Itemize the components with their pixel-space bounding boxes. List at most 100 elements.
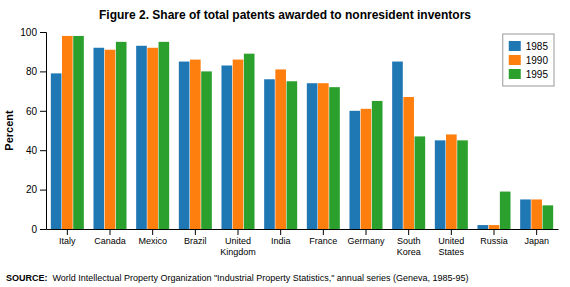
y-tick: 20 [26, 184, 46, 195]
bar [287, 81, 298, 229]
x-tick-label: UnitedKingdom [220, 236, 256, 256]
y-tick-label: 80 [26, 66, 38, 77]
bar [136, 46, 147, 229]
chart: Figure 2. Share of total patents awarded… [0, 0, 570, 287]
legend-swatch [509, 55, 521, 65]
bar [361, 109, 372, 229]
x-tick-label-line: United [438, 236, 464, 246]
bar [147, 48, 158, 229]
x-tick-mark [152, 229, 153, 235]
bar [392, 62, 403, 229]
x-tick-label-line: Korea [397, 247, 421, 257]
bar [477, 225, 488, 229]
x-tick-label: UnitedStates [438, 236, 464, 256]
annotations: SOURCE:World Intellectual Property Organ… [6, 273, 468, 283]
x-axis-line [47, 229, 559, 230]
bar [93, 48, 104, 229]
plot: 020406080100ItalyCanadaMexicoBrazilUnite… [20, 27, 558, 257]
bar [51, 73, 62, 229]
x-tick-label: France [309, 236, 337, 246]
bar [457, 140, 468, 229]
y-tick: 0 [31, 224, 46, 235]
x-tick-mark [67, 229, 68, 235]
y-tick-label: 0 [31, 224, 37, 235]
bar [531, 199, 542, 229]
x-tick-label: SouthKorea [397, 236, 421, 256]
bar [415, 136, 426, 229]
bar [233, 60, 244, 229]
legend-label: 1995 [526, 69, 549, 80]
bar [73, 36, 84, 229]
x-tick-mark [110, 229, 111, 235]
x-tick-mark [408, 229, 409, 235]
x-tick: SouthKorea [397, 229, 421, 257]
x-tick-label-line: Kingdom [220, 247, 256, 257]
legend: 198519901995 [503, 34, 554, 86]
x-tick-label: Germany [347, 236, 385, 246]
x-tick-label: Brazil [184, 236, 207, 246]
y-tick-mark [40, 190, 46, 191]
x-tick: Russia [480, 229, 508, 246]
y-tick: 80 [26, 66, 46, 77]
bar [264, 79, 275, 229]
bar-series [62, 36, 542, 229]
x-tick-mark [280, 229, 281, 235]
x-tick-label-line: Brazil [184, 236, 207, 246]
y-tick-label: 20 [26, 184, 38, 195]
x-tick-label-line: Russia [480, 236, 508, 246]
y-tick-label: 60 [26, 106, 38, 117]
bar [275, 69, 286, 229]
y-tick-mark [40, 32, 46, 33]
y-tick-mark [40, 229, 46, 230]
bar [435, 140, 446, 229]
x-tick-label: Russia [480, 236, 508, 246]
x-tick-label-line: States [439, 247, 465, 257]
x-tick-label: Italy [59, 236, 76, 246]
y-axis-title: Percent [3, 110, 15, 151]
title: Figure 2. Share of total patents awarded… [99, 8, 471, 22]
y-tick-mark [40, 111, 46, 112]
legend-item: 1990 [509, 55, 549, 66]
bar [244, 54, 255, 229]
x-tick-label-line: Germany [347, 236, 385, 246]
x-tick-mark [536, 229, 537, 235]
x-tick-label-line: South [397, 236, 421, 246]
x-tick-label: Mexico [138, 236, 167, 246]
bar [500, 192, 511, 229]
bar [179, 62, 190, 229]
x-tick: Germany [347, 229, 385, 246]
x-tick-mark [238, 229, 239, 235]
x-tick-label-line: Mexico [138, 236, 167, 246]
bar [520, 199, 531, 229]
x-tick: UnitedStates [438, 229, 464, 257]
y-tick: 40 [26, 145, 46, 156]
bar [372, 101, 383, 229]
x-tick: UnitedKingdom [220, 229, 256, 257]
x-tick-label: Japan [524, 236, 549, 246]
x-tick-label-line: Canada [94, 236, 126, 246]
bar [446, 134, 457, 229]
y-tick-mark [40, 150, 46, 151]
x-tick-mark [494, 229, 495, 235]
x-tick: France [309, 229, 337, 246]
source-text: World Intellectual Property Organization… [53, 273, 469, 283]
x-tick-label-line: United [225, 236, 251, 246]
legend-label: 1990 [526, 55, 549, 66]
bar [403, 97, 414, 229]
y-axis-line [40, 33, 47, 230]
legend-frame [503, 34, 554, 86]
x-tick-label: India [271, 236, 291, 246]
y-tick-label: 40 [26, 145, 38, 156]
bar-series [73, 36, 553, 229]
bar [116, 42, 127, 229]
bar [190, 60, 201, 229]
legend-item: 1995 [509, 69, 549, 80]
x-tick-mark [366, 229, 367, 235]
x-tick: Canada [94, 229, 126, 246]
legend-swatch [509, 41, 521, 51]
bars [51, 36, 553, 229]
x-tick-label: Canada [94, 236, 126, 246]
bar [349, 111, 360, 229]
x-tick-label-line: India [271, 236, 291, 246]
bar [159, 42, 170, 229]
